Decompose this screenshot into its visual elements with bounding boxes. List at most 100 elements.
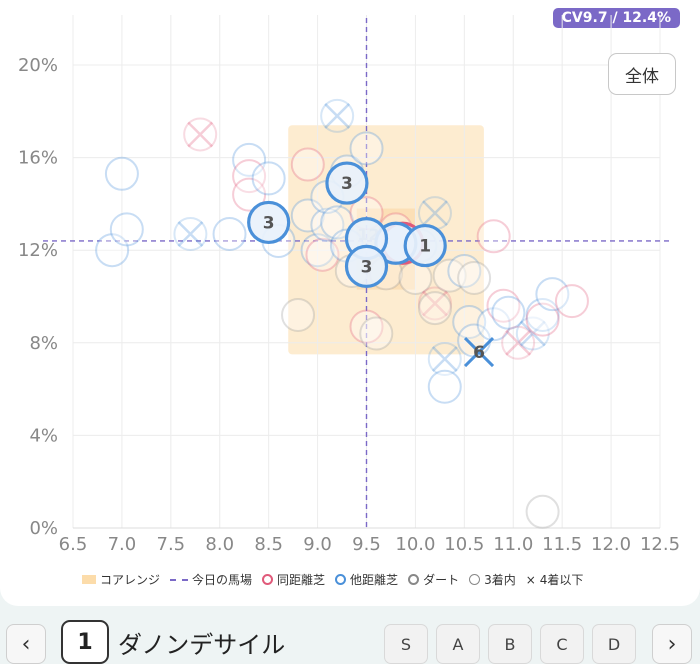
show-all-button[interactable]: 全体 — [608, 53, 676, 95]
legend-below4: × 4着以下 — [526, 571, 584, 588]
faded-cross-point — [431, 346, 458, 372]
faded-cross-ring — [501, 325, 536, 360]
highlight-point-label: 1 — [419, 237, 431, 257]
highlight-points-layer: 3 3 3 1 6 — [247, 161, 495, 368]
x-tick-label: 7.0 — [108, 534, 137, 555]
faded-point — [359, 316, 394, 351]
x-tick-label: 8.0 — [205, 534, 234, 555]
y-tick-label: 12% — [18, 240, 58, 261]
faded-point — [251, 161, 286, 196]
dirt-swatch — [408, 574, 420, 585]
legend-same-label: 同距離芝 — [277, 573, 326, 587]
legend-other: 他距離芝 — [335, 571, 398, 588]
faded-point — [349, 131, 384, 166]
faded-point — [457, 260, 492, 295]
grade-d-button[interactable]: D — [592, 624, 636, 664]
grade-c-button[interactable]: C — [540, 624, 584, 664]
faded-point — [486, 288, 521, 323]
faded-point — [525, 302, 560, 337]
faded-point — [554, 284, 589, 319]
highlight-point-label: 6 — [473, 343, 485, 363]
legend-core-label: コアレンジ — [100, 573, 161, 587]
faded-cross-point — [324, 103, 351, 129]
faded-cross-ring — [320, 98, 355, 133]
grade-a-button[interactable]: A — [436, 624, 480, 664]
faded-point — [290, 147, 325, 182]
faded-point — [349, 309, 384, 344]
highlight-point-label: 3 — [263, 213, 275, 233]
faded-point — [281, 298, 316, 333]
highlight-point — [403, 223, 447, 268]
tick-labels-layer: 6.5 7.0 7.5 8.0 8.5 9.0 9.5 10.0 10.5 11.0 11.5 12.… — [18, 55, 680, 555]
chart-legend: コアレンジ 今日の馬場 同距離芝 他距離芝 ダート 3着内 × 4着以下 — [82, 571, 583, 588]
horse-name: ダノンデサイル — [118, 631, 286, 659]
faded-point — [447, 254, 482, 289]
faded-point — [417, 291, 452, 326]
horse-selector-bar: ‹ 1 ダノンデサイル S A B C D › — [0, 618, 700, 664]
next-button[interactable]: › — [652, 624, 692, 664]
legend-dirt-label: ダート — [423, 573, 460, 587]
faded-point — [491, 295, 526, 330]
x-tick-label: 11.5 — [542, 534, 582, 555]
same-swatch — [262, 574, 274, 585]
highlight-cross-point — [463, 336, 495, 368]
faded-point — [232, 177, 267, 212]
x-tick-label: 11.0 — [493, 534, 533, 555]
x-tick-label: 12.0 — [591, 534, 631, 555]
highlight-point — [247, 200, 291, 245]
top3-swatch — [469, 574, 481, 585]
cv-badge: CV9.7 / 12.4% — [552, 8, 680, 28]
faded-point — [232, 142, 267, 177]
legend-other-label: 他距離芝 — [350, 573, 399, 587]
faded-point — [525, 494, 560, 529]
faded-point — [95, 233, 130, 268]
grade-s-button[interactable]: S — [384, 624, 428, 664]
faded-point — [476, 307, 511, 342]
faded-cross-point — [422, 290, 448, 317]
faded-cross-ring — [427, 342, 462, 377]
legend-same: 同距離芝 — [262, 571, 325, 588]
x-tick-label: 9.5 — [352, 534, 381, 555]
legend-below4-label: 4着以下 — [539, 573, 584, 587]
x-tick-label: 12.5 — [640, 534, 680, 555]
faded-cross-point — [187, 121, 214, 148]
core-swatch — [82, 575, 96, 584]
y-tick-label: 0% — [29, 518, 58, 539]
faded-point — [432, 258, 467, 293]
ref-swatch — [170, 578, 189, 581]
y-tick-label: 4% — [29, 425, 58, 446]
legend-dirt: ダート — [408, 571, 459, 588]
y-tick-label: 8% — [29, 333, 58, 354]
highlight-point-label: 3 — [341, 174, 353, 194]
legend-core: コアレンジ — [82, 571, 160, 588]
faded-cross-ring — [183, 117, 218, 152]
faded-cross-ring — [173, 216, 208, 251]
faded-point — [305, 237, 340, 272]
faded-cross-point — [422, 200, 448, 227]
x-tick-label: 6.5 — [59, 534, 88, 555]
faded-point — [212, 216, 247, 251]
x-tick-label: 8.5 — [254, 534, 283, 555]
x-tick-label: 7.5 — [157, 534, 186, 555]
horse-number-badge: 1 — [61, 620, 109, 664]
faded-point — [290, 198, 325, 233]
faded-point — [310, 207, 345, 242]
prev-button[interactable]: ‹ — [6, 624, 46, 664]
x-tick-label: 9.0 — [303, 534, 332, 555]
faded-point — [452, 304, 487, 339]
faded-point — [104, 156, 139, 191]
faded-point — [427, 369, 462, 404]
faded-cross-point — [505, 329, 532, 356]
faded-point — [300, 233, 335, 268]
x-tick-label: 10.5 — [444, 534, 484, 555]
faded-point — [109, 212, 144, 247]
grade-b-button[interactable]: B — [488, 624, 532, 664]
faded-point — [535, 277, 570, 312]
faded-point — [476, 219, 511, 254]
below4-swatch: × — [525, 572, 536, 587]
faded-cross-point — [519, 320, 546, 347]
y-tick-label: 20% — [18, 55, 58, 76]
faded-cross-ring — [515, 316, 550, 351]
